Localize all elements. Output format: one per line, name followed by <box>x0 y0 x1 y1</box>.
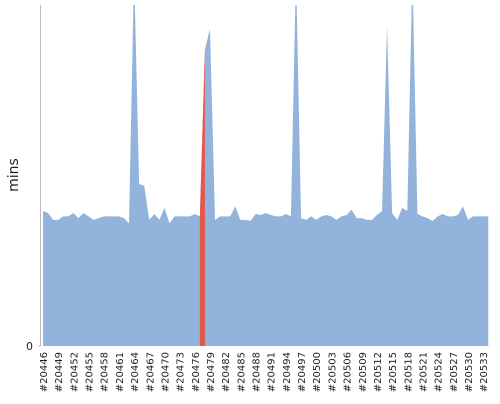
x-tick-label: #20464 <box>130 352 141 392</box>
x-tick-label: #20446 <box>39 352 50 392</box>
x-tick-label: #20458 <box>100 352 111 392</box>
x-tick-label: #20470 <box>160 352 171 392</box>
x-tick-label: #20530 <box>464 352 475 392</box>
x-tick-label: #20521 <box>419 352 430 392</box>
x-tick-label: #20518 <box>403 352 414 392</box>
x-tick-label: #20467 <box>145 352 156 392</box>
x-tick-label: #20488 <box>252 352 263 392</box>
x-tick-label: #20500 <box>312 352 323 392</box>
x-tick-label: #20515 <box>388 352 399 392</box>
x-tick-label: #20497 <box>297 352 308 392</box>
highlight-area <box>199 49 205 346</box>
x-tick-label: #20473 <box>176 352 187 392</box>
x-tick-label: #20491 <box>267 352 278 392</box>
x-tick-label: #20494 <box>282 352 293 392</box>
x-tick-label: #20524 <box>434 352 445 392</box>
x-tick-label: #20455 <box>85 352 96 392</box>
area <box>43 5 489 346</box>
x-tick-label: #20506 <box>343 352 354 392</box>
x-tick-label: #20527 <box>449 352 460 392</box>
x-tick-label: #20509 <box>358 352 369 392</box>
x-tick-label: #20479 <box>206 352 217 392</box>
x-tick-label: #20533 <box>479 352 490 392</box>
x-tick-label: #20452 <box>69 352 80 392</box>
x-tick-label: #20503 <box>327 352 338 392</box>
x-tick-label: #20476 <box>191 352 202 392</box>
x-tick-label: #20512 <box>373 352 384 392</box>
plot-area <box>43 5 489 346</box>
x-tick-label: #20482 <box>221 352 232 392</box>
y-axis-label: mins <box>6 158 22 192</box>
x-tick-label: #20461 <box>115 352 126 392</box>
x-tick-label: #20449 <box>54 352 65 392</box>
x-tick-label: #20485 <box>236 352 247 392</box>
y-tick-label: 0 <box>26 340 33 353</box>
